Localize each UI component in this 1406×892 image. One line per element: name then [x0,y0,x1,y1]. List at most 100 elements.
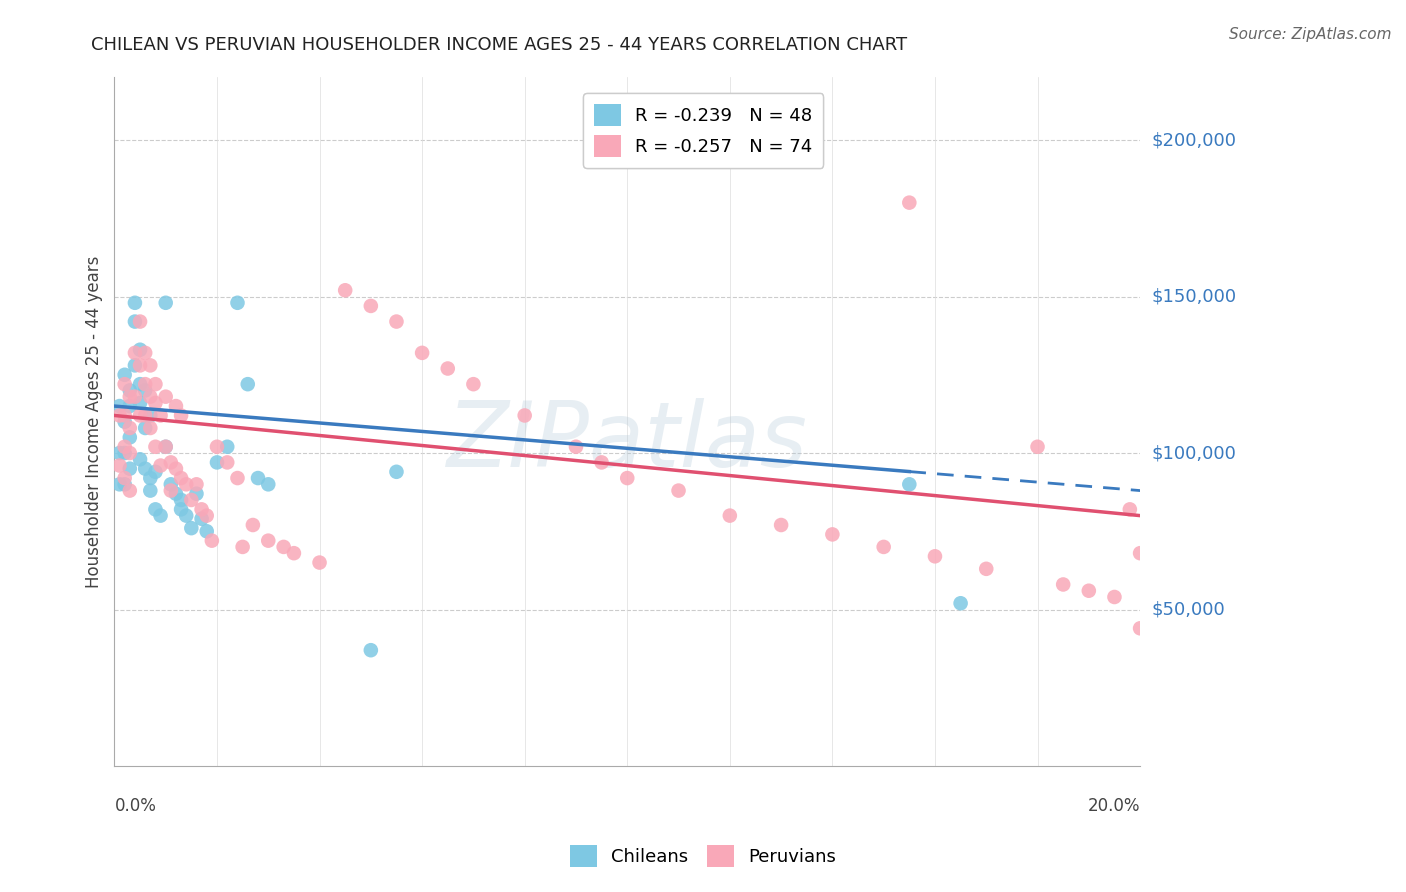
Point [170,409,193,423]
Point [205,440,228,454]
Legend: R = -0.239   N = 48, R = -0.257   N = 74: R = -0.239 N = 48, R = -0.257 N = 74 [583,94,824,168]
Point [129,452,152,467]
Point [436,361,458,376]
Text: $150,000: $150,000 [1152,287,1236,306]
Point [118,421,141,435]
Point [159,477,181,491]
Point [134,421,156,435]
Point [159,483,181,498]
Point [124,315,146,329]
Text: 0.0%: 0.0% [114,797,156,814]
Point [118,446,141,460]
Point [236,377,259,392]
Point [139,421,162,435]
Point [129,377,152,392]
Point [186,486,208,500]
Point [114,368,136,382]
Text: ZIPatlas: ZIPatlas [447,399,807,486]
Point [513,409,536,423]
Point [108,477,131,491]
Point [134,346,156,360]
Point [108,458,131,473]
Point [118,461,141,475]
Point [217,455,239,469]
Point [155,440,177,454]
Point [114,377,136,392]
Text: CHILEAN VS PERUVIAN HOUSEHOLDER INCOME AGES 25 - 44 YEARS CORRELATION CHART: CHILEAN VS PERUVIAN HOUSEHOLDER INCOME A… [91,36,907,54]
Point [174,477,197,491]
Point [463,377,485,392]
Point [565,440,588,454]
Point [385,315,408,329]
Point [335,283,357,297]
Point [385,465,408,479]
Point [114,471,136,485]
Point [155,440,177,454]
Point [134,377,156,392]
Point [114,446,136,460]
Point [174,508,197,523]
Point [118,384,141,398]
Point [118,390,141,404]
Point [226,295,249,310]
Point [114,415,136,429]
Point [1052,577,1074,591]
Point [139,390,162,404]
Point [114,409,136,423]
Point [139,471,162,485]
Point [170,471,193,485]
Point [924,549,946,564]
Point [217,440,239,454]
Point [118,430,141,444]
Point [949,596,972,610]
Point [186,477,208,491]
Point [139,359,162,373]
Point [139,483,162,498]
Text: $200,000: $200,000 [1152,131,1236,149]
Point [108,446,131,460]
Point [1077,583,1099,598]
Point [283,546,305,560]
Point [718,508,741,523]
Point [145,396,167,410]
Point [195,524,218,539]
Point [190,502,212,516]
Point [155,295,177,310]
Point [159,455,181,469]
Point [180,493,202,508]
Point [411,346,433,360]
Text: Source: ZipAtlas.com: Source: ZipAtlas.com [1229,27,1392,42]
Point [898,195,921,210]
Point [195,508,218,523]
Point [134,409,156,423]
Point [149,409,172,423]
Point [118,483,141,498]
Text: $50,000: $50,000 [1152,600,1225,618]
Point [124,295,146,310]
Point [201,533,224,548]
Point [114,440,136,454]
Point [232,540,254,554]
Point [821,527,844,541]
Point [129,315,152,329]
Point [898,477,921,491]
Point [145,465,167,479]
Point [165,461,187,475]
Point [165,486,187,500]
Point [226,471,249,485]
Point [360,643,382,657]
Point [591,455,613,469]
Point [247,471,270,485]
Point [170,493,193,508]
Text: $100,000: $100,000 [1152,444,1236,462]
Point [170,502,193,516]
Point [257,533,280,548]
Point [668,483,690,498]
Point [149,458,172,473]
Point [124,346,146,360]
Point [770,518,793,533]
Point [1129,621,1152,635]
Point [124,390,146,404]
Point [129,396,152,410]
Point [129,359,152,373]
